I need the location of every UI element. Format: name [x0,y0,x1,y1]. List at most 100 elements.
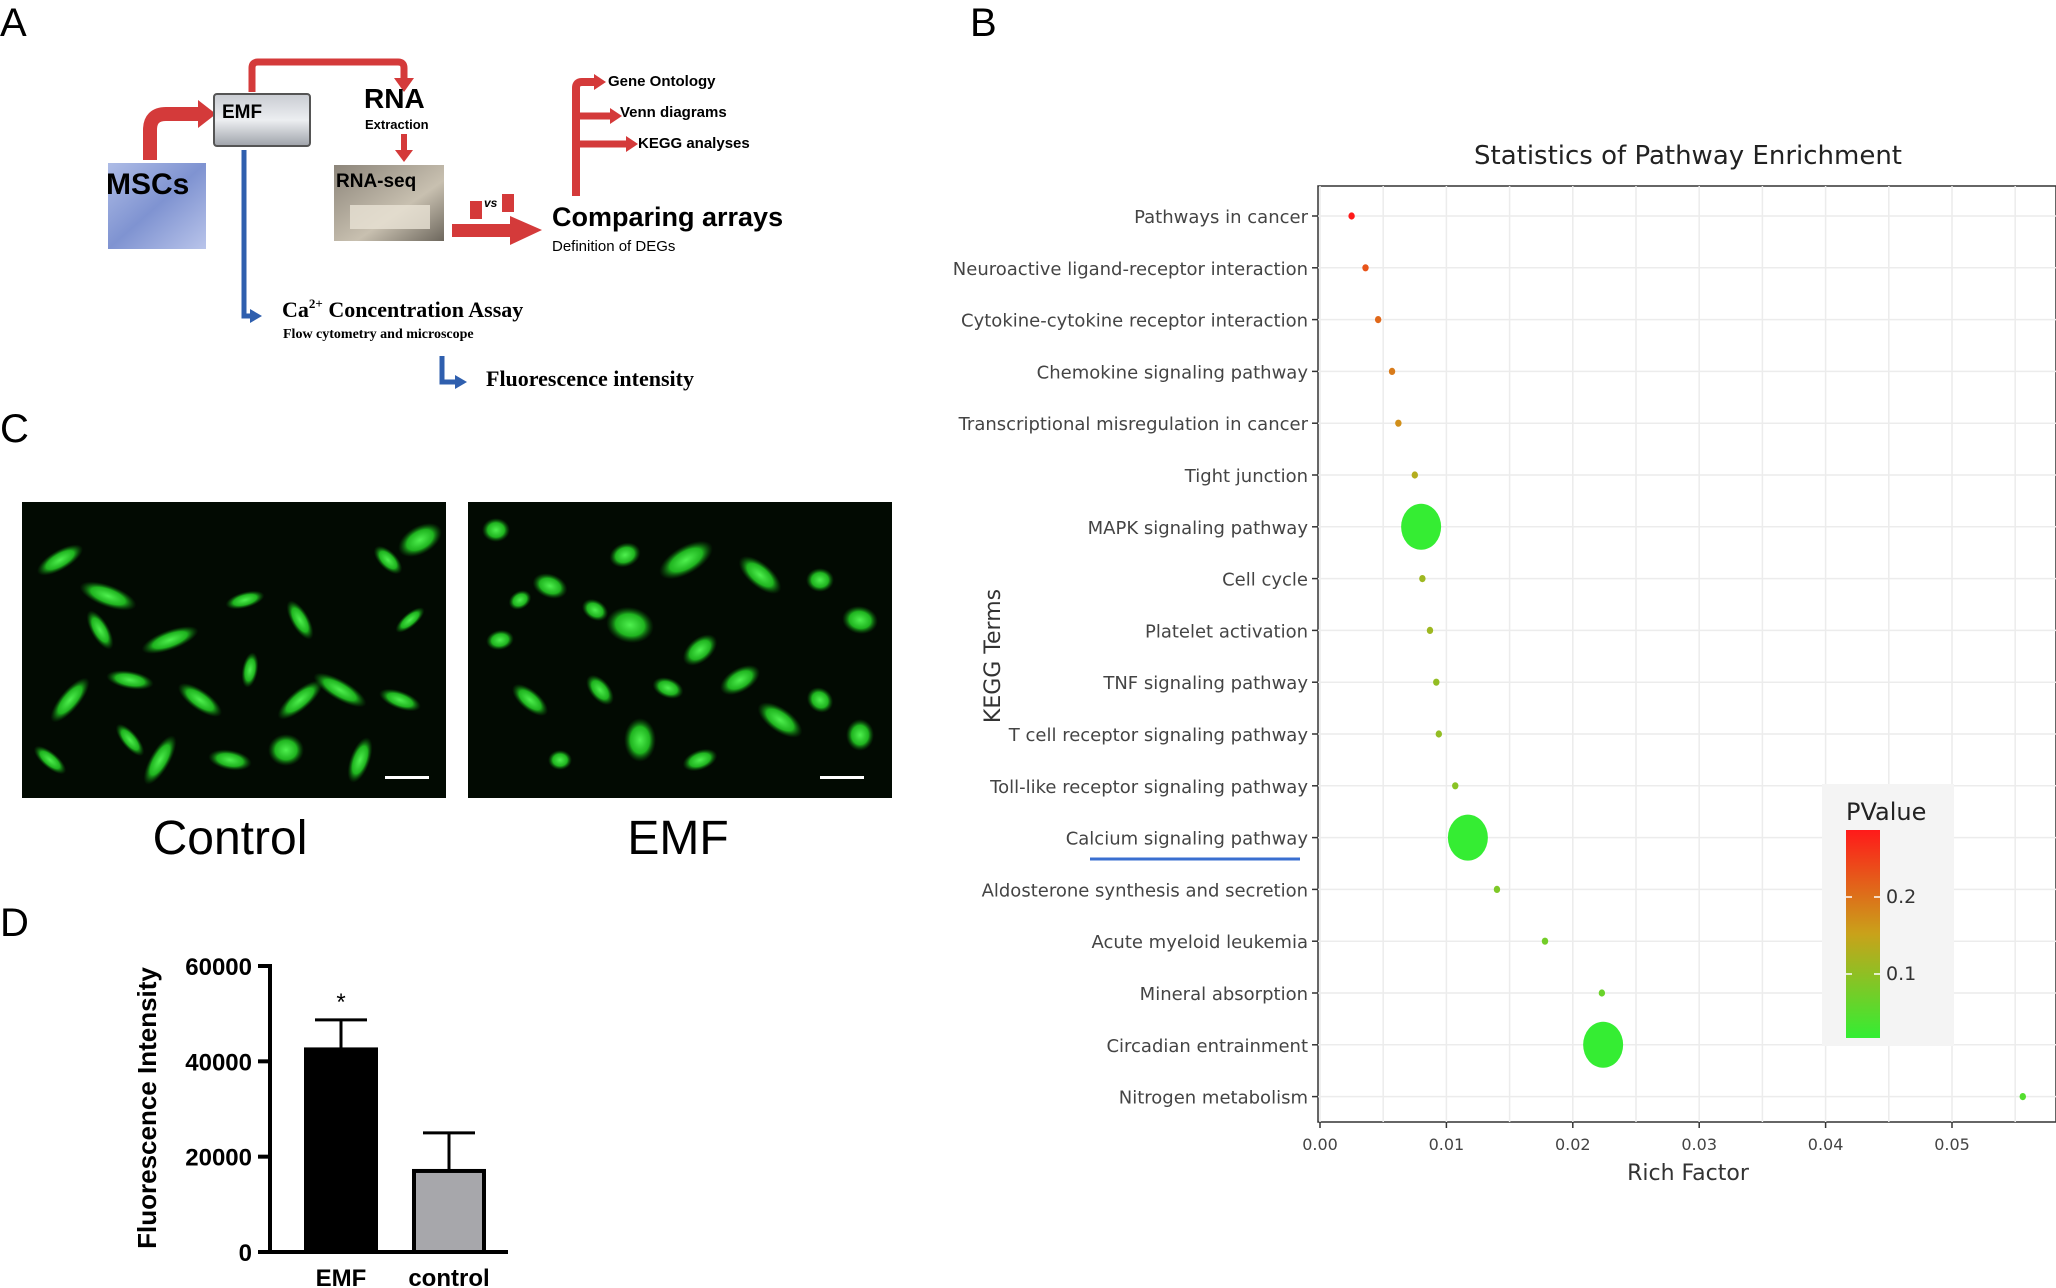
pvalue-tick-label: 0.2 [1886,886,1916,908]
kegg-term-label: Platelet activation [1145,621,1308,642]
fluorescent-cell [115,723,145,757]
kegg-term-label: Chemokine signaling pathway [1037,362,1309,383]
comparing-arrays-label: Comparing arrays [552,202,783,232]
kegg-point [1374,316,1382,324]
emf-caption: EMF [627,812,728,865]
kegg-term-label: Circadian entrainment [1106,1036,1308,1057]
fluorescent-cell [606,606,654,644]
kegg-term-label: TNF signaling pathway [1102,673,1308,694]
kegg-x-tick-label: 0.00 [1302,1135,1338,1154]
flow-cytometry-label: Flow cytometry and microscope [283,327,474,342]
pvalue-legend: PValue 0.2 0.1 [1822,784,1954,1046]
kegg-point [1583,1021,1624,1068]
kegg-point [1348,212,1355,220]
kegg-point [1493,885,1501,894]
fluorescent-cell [398,522,442,558]
kegg-x-ticks: 0.00 0.01 0.02 0.03 0.04 0.05 [1302,1122,1970,1154]
emf-device-image [213,93,311,147]
fluorescent-cell [268,734,304,766]
kegg-point [1598,989,1606,997]
bar-control [412,1168,486,1255]
kegg-x-axis-title: Rich Factor [1627,1161,1750,1186]
ca-assay-label: Ca2+ Concentration Assay [282,296,523,322]
kegg-point [1541,937,1549,945]
pvalue-legend-title: PValue [1846,798,1926,826]
kegg-points [1348,212,2026,1101]
fluorescent-cell [842,605,878,635]
fluorescent-cell [33,745,67,775]
kegg-x-tick-label: 0.03 [1681,1135,1717,1154]
fluorescent-cell [208,749,252,771]
kegg-point [1447,814,1488,861]
fluorescent-cell [277,680,323,720]
control-caption: Control [153,812,308,865]
fluorescent-cell [141,626,199,654]
panel-label-b: B [970,1,997,45]
kegg-term-label: T cell receptor signaling pathway [1008,725,1309,746]
msc-culture-image [108,163,206,249]
fluorescent-cell [659,540,713,580]
gene-ontology-label: Gene Ontology [608,73,716,90]
kegg-y-axis-title: KEGG Terms [981,589,1006,723]
bar-category-label: EMF [316,1265,367,1288]
kegg-term-label: Nitrogen metabolism [1119,1088,1308,1109]
kegg-term-label: Toll-like receptor signaling pathway [989,777,1308,798]
panel-label-d: D [0,901,29,945]
fluorescent-cell [624,718,656,762]
kegg-point [2019,1093,2026,1101]
kegg-x-tick-label: 0.01 [1429,1135,1465,1154]
kegg-point [1433,678,1440,686]
bar-y-tick-label: 20000 [185,1145,252,1172]
kegg-term-label: MAPK signaling pathway [1088,518,1309,539]
kegg-x-tick-label: 0.04 [1808,1135,1844,1154]
fluorescent-cell [720,664,760,696]
bar-y-tick-label: 60000 [185,954,252,981]
kegg-point [1426,626,1434,635]
kegg-term-labels: Pathways in cancer Neuroactive ligand-rec… [953,207,1318,1109]
bar-y-tick-label: 0 [239,1240,252,1267]
fluorescent-cell [286,600,314,640]
fluorescent-cell [177,682,223,718]
fluorescent-cell [482,518,510,542]
fluorescent-cell [106,670,154,690]
fluorescent-cell [548,750,572,770]
fluorescent-cell [511,683,549,717]
fluorescent-cell [241,652,259,688]
kegg-term-label: Cytokine-cytokine receptor interaction [961,311,1308,332]
fluorescence-bar-chart: 0 20000 40000 60000 EMF * control Fluorescenc… [132,954,508,1288]
pvalue-tick-label: 0.1 [1886,963,1916,985]
fluorescent-cell [36,544,84,576]
arrow-to-fluorescence [439,356,458,385]
fluorescent-cell [757,702,803,738]
kegg-point [1419,575,1426,583]
venn-label: Venn diagrams [620,104,727,121]
kegg-term-label: Calcium signaling pathway [1066,829,1309,850]
rna-seq-label: RNA-seq [336,171,416,192]
micrograph-emf [468,502,892,798]
bar-y-axis-title: Fluorescence Intensity [132,967,162,1249]
arrow-emf-to-rna [248,58,408,92]
kegg-term-label: Mineral absorption [1140,984,1308,1005]
pvalue-legend-panel [1822,784,1954,1046]
bar-category-label: control [408,1265,489,1288]
fluorescent-cell [486,629,514,651]
fluorescent-cell [846,719,874,751]
kegg-term-label: Pathways in cancer [1134,207,1308,228]
kegg-point [1452,782,1459,790]
control-cells [33,522,442,785]
fluorescent-cell [682,634,718,666]
bar-emf [304,1047,378,1254]
fluorescent-cell [50,677,90,723]
kegg-point [1435,730,1443,738]
degs-label: Definition of DEGs [552,238,675,255]
bar-y-ticks: 0 20000 40000 60000 [185,954,270,1267]
kegg-term-label: Acute myeloid leukemia [1092,932,1308,953]
fluorescent-cell [652,677,684,699]
workflow-diagram: MSCs EMF RNA Extraction RNA-seq vs Compa… [106,58,783,391]
fluorescent-cell [373,545,403,575]
mscs-label: MSCs [106,168,189,201]
fluorescent-cell [225,590,265,610]
micrograph-control [22,502,446,798]
significance-mark: * [336,989,345,1016]
fluorescent-cell [313,672,367,708]
